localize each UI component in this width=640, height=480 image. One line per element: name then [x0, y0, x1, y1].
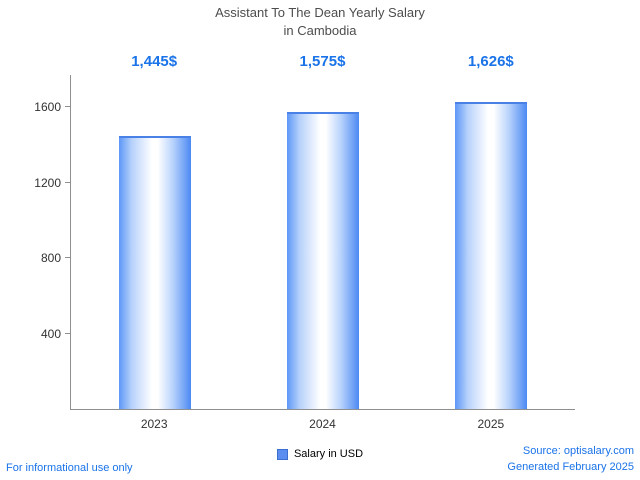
source-info: Source: optisalary.com Generated Februar… [507, 444, 634, 476]
generated-date: Generated February 2025 [507, 461, 634, 474]
bars-container [71, 75, 575, 409]
plot-area: 400 800 1200 1600 [34, 75, 575, 410]
bar-value-label: 1,575$ [299, 53, 346, 70]
chart-title-line2: in Cambodia [283, 22, 357, 38]
x-axis-label: 2023 [140, 417, 168, 431]
bar-2023 [119, 136, 191, 409]
bar-2025 [455, 102, 527, 409]
bar-2024 [287, 111, 359, 409]
bar-column [71, 75, 239, 409]
disclaimer-text: For informational use only [6, 462, 133, 474]
bar-value-label: 1,445$ [131, 53, 178, 70]
legend-swatch-icon [276, 448, 288, 460]
x-axis-labels-row: 2023 2024 2025 [70, 417, 575, 431]
x-axis-label: 2025 [477, 417, 505, 431]
y-axis-tick-mark [65, 181, 71, 183]
bar-value-labels-row: 1,445$ 1,575$ 1,626$ [70, 53, 575, 70]
chart-title: Assistant To The Dean Yearly Salary in C… [0, 4, 640, 39]
y-axis-tick-mark [65, 257, 71, 259]
y-axis-tick-label: 800 [40, 251, 61, 266]
bar-column [239, 75, 407, 409]
legend: Salary in USD [0, 448, 640, 460]
y-axis-tick-mark [65, 332, 71, 334]
y-axis-tick-label: 1200 [34, 175, 61, 190]
legend-label: Salary in USD [293, 448, 364, 460]
source-link[interactable]: Source: optisalary.com [522, 445, 634, 458]
bar-column [407, 75, 575, 409]
y-axis-tick-label: 1600 [34, 100, 61, 115]
y-axis-tick-label: 400 [40, 326, 61, 341]
x-axis-label: 2024 [309, 417, 336, 431]
chart-title-line1: Assistant To The Dean Yearly Salary [215, 5, 425, 20]
y-axis-tick-mark [65, 106, 71, 108]
bar-value-label: 1,626$ [467, 53, 514, 70]
